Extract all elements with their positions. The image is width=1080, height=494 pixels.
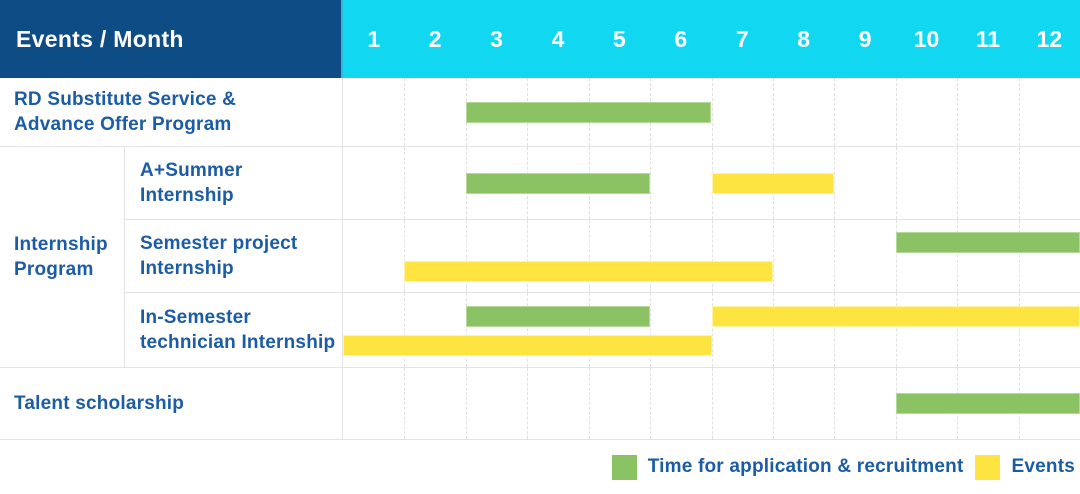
month-header-9: 9 <box>858 25 872 52</box>
month-axis-header: 1 2 3 4 5 6 7 8 9 10 11 12 <box>343 0 1080 78</box>
month-gridline <box>834 293 836 367</box>
gantt-bar-events <box>711 172 835 194</box>
row-label-semester-project: Semester project Internship <box>125 220 343 293</box>
month-gridline <box>711 293 713 367</box>
gantt-table: Events / Month 1 2 3 4 5 6 7 8 9 10 11 1… <box>0 0 1080 440</box>
row-label-line: Advance Offer Program <box>14 114 232 135</box>
month-gridline <box>1018 220 1020 292</box>
events-color-swatch-icon <box>975 454 1001 480</box>
row-label-line: A+Summer <box>140 160 243 181</box>
month-gridline <box>772 220 774 292</box>
month-gridline <box>834 220 836 292</box>
legend-label-application: Time for application & recruitment <box>647 456 964 477</box>
row-label-line: Internship <box>140 258 234 279</box>
month-gridline <box>404 78 406 146</box>
month-header-10: 10 <box>913 25 940 52</box>
month-header-8: 8 <box>797 25 811 52</box>
month-gridline <box>711 78 713 146</box>
month-gridline <box>834 147 836 219</box>
month-gridline <box>957 78 959 146</box>
month-gridline <box>834 78 836 146</box>
group-label-internship-program: Internship Program <box>0 147 125 368</box>
month-header-6: 6 <box>674 25 688 52</box>
month-gridline <box>527 368 529 439</box>
row-label-a-plus-summer: A+Summer Internship <box>125 147 343 220</box>
month-header-4: 4 <box>551 25 565 52</box>
month-header-11: 11 <box>975 25 1001 52</box>
gantt-bar-events <box>404 261 773 282</box>
month-gridline <box>772 293 774 367</box>
month-gridline <box>650 368 652 439</box>
month-gridline <box>895 220 897 292</box>
corner-header-cell: Events / Month <box>0 0 343 78</box>
row-label-line: Internship <box>140 185 234 206</box>
row-label-in-semester-technician: In-Semester technician Internship <box>125 293 343 368</box>
month-gridline <box>772 368 774 439</box>
month-gridline <box>711 368 713 439</box>
gantt-bar-application <box>895 393 1080 414</box>
month-header-2: 2 <box>428 25 442 52</box>
month-gridline <box>957 220 959 292</box>
legend-label-events: Events <box>1011 456 1075 477</box>
month-gridline <box>895 293 897 367</box>
row-label-line: Semester project <box>140 233 298 254</box>
gantt-bar-application <box>465 306 651 327</box>
row-label-line: RD Substitute Service & <box>14 89 237 110</box>
chart-row-in-semester-technician <box>343 293 1080 368</box>
month-gridline <box>404 368 406 439</box>
month-header-1: 1 <box>367 25 381 52</box>
gantt-bar-application <box>465 101 712 123</box>
gantt-bar-events <box>343 335 712 356</box>
row-label-rd-substitute: RD Substitute Service & Advance Offer Pr… <box>0 78 343 147</box>
month-header-3: 3 <box>490 25 503 52</box>
month-gridline <box>895 78 897 146</box>
group-label-line: Internship <box>14 234 108 255</box>
page-title: Events / Month <box>16 25 184 52</box>
month-gridline <box>1018 78 1020 146</box>
gantt-bar-application <box>895 232 1080 253</box>
month-gridline <box>772 78 774 146</box>
month-gridline <box>957 293 959 367</box>
application-color-swatch-icon <box>611 454 637 480</box>
gantt-bar-application <box>465 172 651 194</box>
chart-row-semester-project <box>343 220 1080 293</box>
gantt-bar-events <box>711 306 1080 327</box>
chart-row-a-plus-summer <box>343 147 1080 220</box>
month-header-7: 7 <box>735 25 749 52</box>
row-label-talent-scholarship: Talent scholarship <box>0 368 343 440</box>
month-header-12: 12 <box>1036 25 1063 52</box>
month-gridline <box>1018 147 1020 219</box>
month-gridline <box>1018 293 1020 367</box>
month-gridline <box>404 147 406 219</box>
chart-row-rd-substitute <box>343 78 1080 147</box>
group-label-line: Program <box>14 259 94 280</box>
month-gridline <box>895 147 897 219</box>
legend: Time for application & recruitment Event… <box>0 440 1080 494</box>
month-gridline <box>834 368 836 439</box>
row-label-line: technician Internship <box>140 332 336 353</box>
month-gridline <box>588 368 590 439</box>
legend-item-events: Events <box>975 454 1075 480</box>
legend-item-application: Time for application & recruitment <box>611 454 964 480</box>
month-gridline <box>650 147 652 219</box>
month-header-5: 5 <box>613 25 626 52</box>
month-gridline <box>465 368 467 439</box>
chart-row-talent-scholarship <box>343 368 1080 440</box>
row-label-line: Talent scholarship <box>14 393 185 414</box>
row-label-line: In-Semester <box>140 307 251 328</box>
month-gridline <box>957 147 959 219</box>
